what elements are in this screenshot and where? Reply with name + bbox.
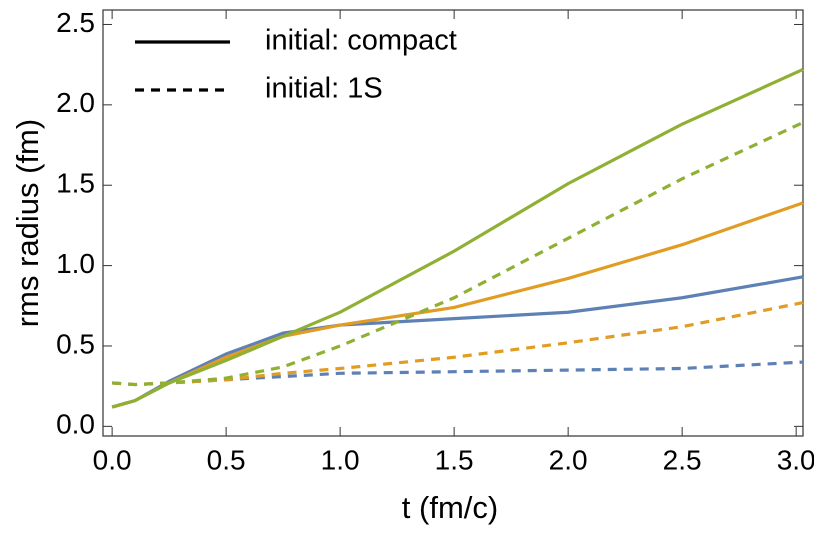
plot-frame bbox=[102, 9, 804, 437]
y-tick-label: 1.5 bbox=[56, 168, 95, 199]
y-tick-label: 0.0 bbox=[56, 409, 95, 440]
x-tick-label: 2.0 bbox=[549, 444, 588, 475]
x-tick-label: 3.0 bbox=[777, 444, 814, 475]
y-axis-label: rms radius (fm) bbox=[10, 119, 45, 327]
data-line bbox=[111, 68, 804, 409]
x-tick-label: 0.0 bbox=[93, 444, 132, 475]
y-tick-label: 1.0 bbox=[56, 248, 95, 279]
data-line bbox=[112, 121, 804, 387]
x-tick-label: 2.5 bbox=[663, 444, 702, 475]
data-line bbox=[112, 301, 804, 387]
data-line bbox=[111, 201, 804, 409]
legend-label: initial: compact bbox=[265, 25, 457, 57]
x-tick-label: 0.5 bbox=[207, 444, 246, 475]
x-axis-label: t (fm/c) bbox=[402, 490, 498, 525]
y-tick-label: 2.0 bbox=[56, 87, 95, 118]
legend-label: initial: 1S bbox=[265, 73, 383, 105]
x-tick-label: 1.5 bbox=[435, 444, 474, 475]
x-tick-label: 1.0 bbox=[321, 444, 360, 475]
y-tick-label: 2.5 bbox=[56, 7, 95, 38]
y-tick-label: 0.5 bbox=[56, 328, 95, 359]
